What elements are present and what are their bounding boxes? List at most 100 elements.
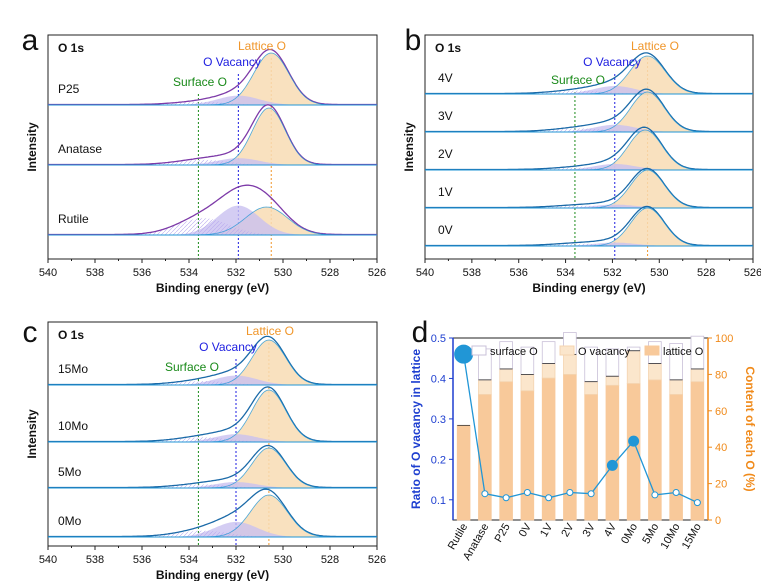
surface-o-fill bbox=[48, 381, 377, 385]
category-label: 10Mo bbox=[659, 522, 683, 552]
bar-o-vacancy bbox=[563, 353, 577, 375]
right-tick-label: 100 bbox=[715, 333, 733, 345]
ratio-point bbox=[523, 488, 531, 496]
bar-o-vacancy bbox=[584, 381, 598, 395]
lattice-o-fill bbox=[48, 448, 377, 488]
fit-curve bbox=[48, 389, 377, 443]
legend-label: O vacancy bbox=[578, 346, 630, 358]
lattice-o-fill bbox=[48, 53, 377, 105]
x-tick-label: 526 bbox=[368, 267, 386, 279]
x-tick-label: 538 bbox=[463, 267, 481, 279]
lattice-o-fill bbox=[48, 108, 377, 165]
y-axis-title: Intensity bbox=[402, 122, 416, 172]
x-tick-label: 534 bbox=[180, 554, 198, 566]
ratio-point bbox=[606, 459, 618, 471]
right-tick-label: 60 bbox=[715, 406, 727, 418]
spectrum-panel-c: c 15Mo 10Mo 5Mo 0Mo O 1s Lattice O O Vacancy Sur… bbox=[23, 316, 387, 581]
panel-letter-d: d bbox=[412, 316, 429, 349]
ratio-point bbox=[481, 490, 489, 498]
lattice-o-fill bbox=[425, 56, 753, 94]
x-tick-label: 540 bbox=[39, 554, 57, 566]
category-label: 5Mo bbox=[640, 522, 661, 547]
x-tick-label: 526 bbox=[744, 267, 761, 279]
lattice-o-fill bbox=[48, 340, 377, 385]
panel-letter-c: c bbox=[23, 316, 38, 349]
o-vacancy-label: O Vacancy bbox=[203, 55, 261, 69]
lattice-o-fill bbox=[425, 130, 753, 170]
fit-curve bbox=[425, 207, 753, 247]
right-tick-label: 40 bbox=[715, 442, 727, 454]
x-tick-label: 536 bbox=[133, 554, 151, 566]
x-tick-label: 526 bbox=[368, 554, 386, 566]
ratio-point bbox=[628, 435, 640, 447]
category-label: 0V bbox=[517, 521, 534, 539]
x-tick-label: 532 bbox=[227, 267, 245, 279]
x-tick-label: 528 bbox=[321, 267, 339, 279]
category-label: 2V bbox=[559, 521, 576, 539]
fit-curve bbox=[425, 169, 753, 209]
legend-label: lattice O bbox=[663, 346, 704, 358]
ratio-point bbox=[502, 494, 510, 502]
ratio-point bbox=[545, 494, 553, 502]
lattice-o-label: Lattice O bbox=[246, 324, 294, 338]
surface-o-label: Surface O bbox=[551, 73, 605, 87]
x-tick-label: 538 bbox=[86, 267, 104, 279]
right-tick-label: 20 bbox=[715, 479, 727, 491]
series-label-0Mo: 0Mo bbox=[58, 514, 82, 528]
bar-lattice-o bbox=[669, 394, 683, 521]
x-tick-label: 532 bbox=[227, 554, 245, 566]
legend-swatch bbox=[471, 345, 487, 356]
spectrum-panel-b: b 4V 3V 2V 1V 0V O 1s Lattice O O Vacancy Surface… bbox=[402, 24, 761, 295]
ratio-point bbox=[566, 488, 574, 496]
left-tick-label: 0.1 bbox=[431, 495, 446, 507]
bar-o-vacancy bbox=[669, 379, 683, 395]
ratio-line bbox=[462, 354, 698, 504]
spectrum-panel-a: a P25 Anatase Rutile O 1s Lattice O O Vacancy S… bbox=[22, 24, 387, 295]
bar-o-vacancy bbox=[499, 368, 513, 383]
category-label: 3V bbox=[581, 521, 598, 539]
x-tick-label: 528 bbox=[697, 267, 715, 279]
lattice-o-label: Lattice O bbox=[238, 39, 286, 53]
x-axis-title: Binding energy (eV) bbox=[156, 281, 269, 295]
category-label: 0Mo bbox=[619, 522, 640, 547]
x-tick-label: 536 bbox=[510, 267, 528, 279]
x-axis-title: Binding energy (eV) bbox=[532, 281, 645, 295]
plot-frame bbox=[47, 321, 378, 547]
category-label: 1V bbox=[538, 521, 555, 539]
series-label-P25: P25 bbox=[58, 82, 80, 96]
bar-lattice-o bbox=[520, 390, 535, 521]
right-axis-title: Content of each O (%) bbox=[743, 366, 757, 491]
surface-o-fill bbox=[48, 101, 377, 105]
ratio-point bbox=[672, 488, 680, 496]
x-tick-label: 530 bbox=[274, 554, 292, 566]
x-tick-label: 538 bbox=[86, 554, 104, 566]
fit-curve bbox=[425, 91, 753, 133]
category-label: P25 bbox=[493, 522, 513, 545]
bar-surface-o bbox=[541, 341, 556, 364]
left-tick-label: 0.2 bbox=[431, 454, 446, 466]
bar-lattice-o bbox=[563, 373, 577, 521]
o-vacancy-fill bbox=[48, 521, 377, 537]
left-axis-title: Ratio of O vacancy in lattice bbox=[409, 349, 423, 509]
o1s-label: O 1s bbox=[58, 328, 84, 342]
series-label-4V: 4V bbox=[438, 71, 453, 85]
surface-o-fill bbox=[425, 205, 753, 208]
series-label-10Mo: 10Mo bbox=[58, 419, 88, 433]
legend-swatch bbox=[559, 345, 575, 356]
bar-o-vacancy bbox=[605, 375, 620, 386]
surface-o-label: Surface O bbox=[165, 360, 219, 374]
left-tick-label: 0.3 bbox=[431, 414, 446, 426]
ratio-point bbox=[693, 499, 701, 507]
lattice-o-label: Lattice O bbox=[631, 39, 679, 53]
ratio-point bbox=[587, 490, 595, 498]
bar-o-vacancy bbox=[520, 373, 535, 392]
ratio-point bbox=[651, 491, 659, 499]
surface-o-fill bbox=[425, 243, 753, 246]
spectrum-line-5Mo bbox=[48, 444, 377, 489]
o1s-label: O 1s bbox=[58, 41, 84, 55]
series-label-5Mo: 5Mo bbox=[58, 465, 82, 479]
bar-o-vacancy bbox=[478, 379, 492, 395]
x-tick-label: 530 bbox=[274, 267, 292, 279]
